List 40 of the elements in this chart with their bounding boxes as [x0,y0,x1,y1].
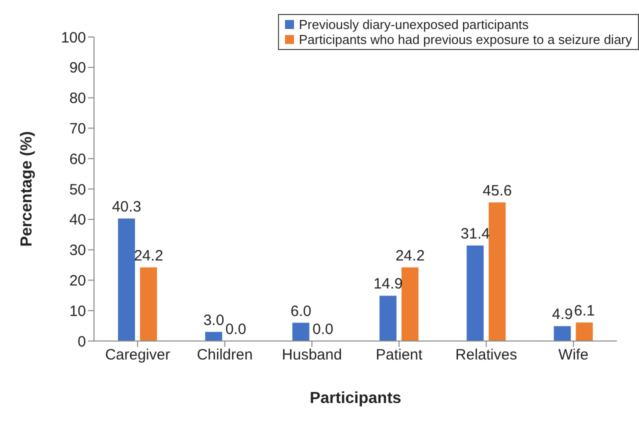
y-tick-label: 0 [78,333,86,350]
data-label: 40.3 [112,198,142,216]
data-label: 6.1 [574,302,595,320]
y-tick-label: 10 [69,302,86,320]
legend-label: Previously diary-unexposed participants [298,17,529,32]
bar [576,322,593,341]
x-tick-label: Wife [558,346,588,364]
bar [488,202,506,341]
legend-label: Participants who had previous exposure to a seizure diary [298,32,632,47]
y-tick-label: 30 [69,242,86,260]
data-label: 0.0 [312,321,334,338]
y-tick-label: 50 [69,181,86,198]
data-label: 4.9 [552,306,573,324]
y-tick-label: 20 [69,272,86,290]
data-label: 6.0 [290,302,312,320]
x-axis-title: Participants [310,390,402,407]
y-tick-label: 100 [60,29,86,46]
x-tick-label: Relatives [455,346,518,364]
bar [118,218,135,341]
bar [140,267,157,341]
y-tick-label: 40 [69,212,86,229]
bar [402,267,418,341]
bar [466,246,484,341]
y-tick-label: 90 [69,60,86,77]
x-tick-label: Caregiver [105,346,170,364]
data-label: 3.0 [203,312,224,329]
bar [292,322,310,341]
bar [554,326,571,341]
bar [380,296,396,341]
x-tick-label: Patient [376,346,424,364]
x-tick-label: Husband [282,346,342,364]
x-tick-label: Children [196,346,253,364]
data-label: 24.2 [395,247,425,264]
y-axis-title: Percentage (%) [18,131,36,247]
bar [205,332,222,341]
data-label: 45.6 [482,182,512,200]
data-label: 0.0 [225,321,246,338]
y-tick-label: 60 [69,150,86,168]
y-tick-label: 70 [69,120,86,138]
y-tick-label: 80 [69,90,86,108]
